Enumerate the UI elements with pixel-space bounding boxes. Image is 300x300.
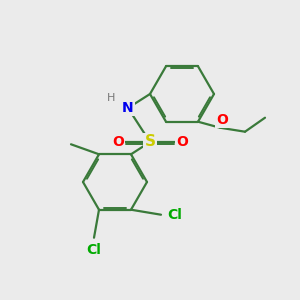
Text: O: O	[112, 135, 124, 149]
Text: O: O	[216, 113, 228, 127]
Text: N: N	[122, 101, 134, 115]
Text: Cl: Cl	[87, 243, 101, 257]
Text: H: H	[107, 93, 115, 103]
Text: S: S	[145, 134, 155, 149]
Text: O: O	[176, 135, 188, 149]
Text: Cl: Cl	[168, 208, 182, 222]
